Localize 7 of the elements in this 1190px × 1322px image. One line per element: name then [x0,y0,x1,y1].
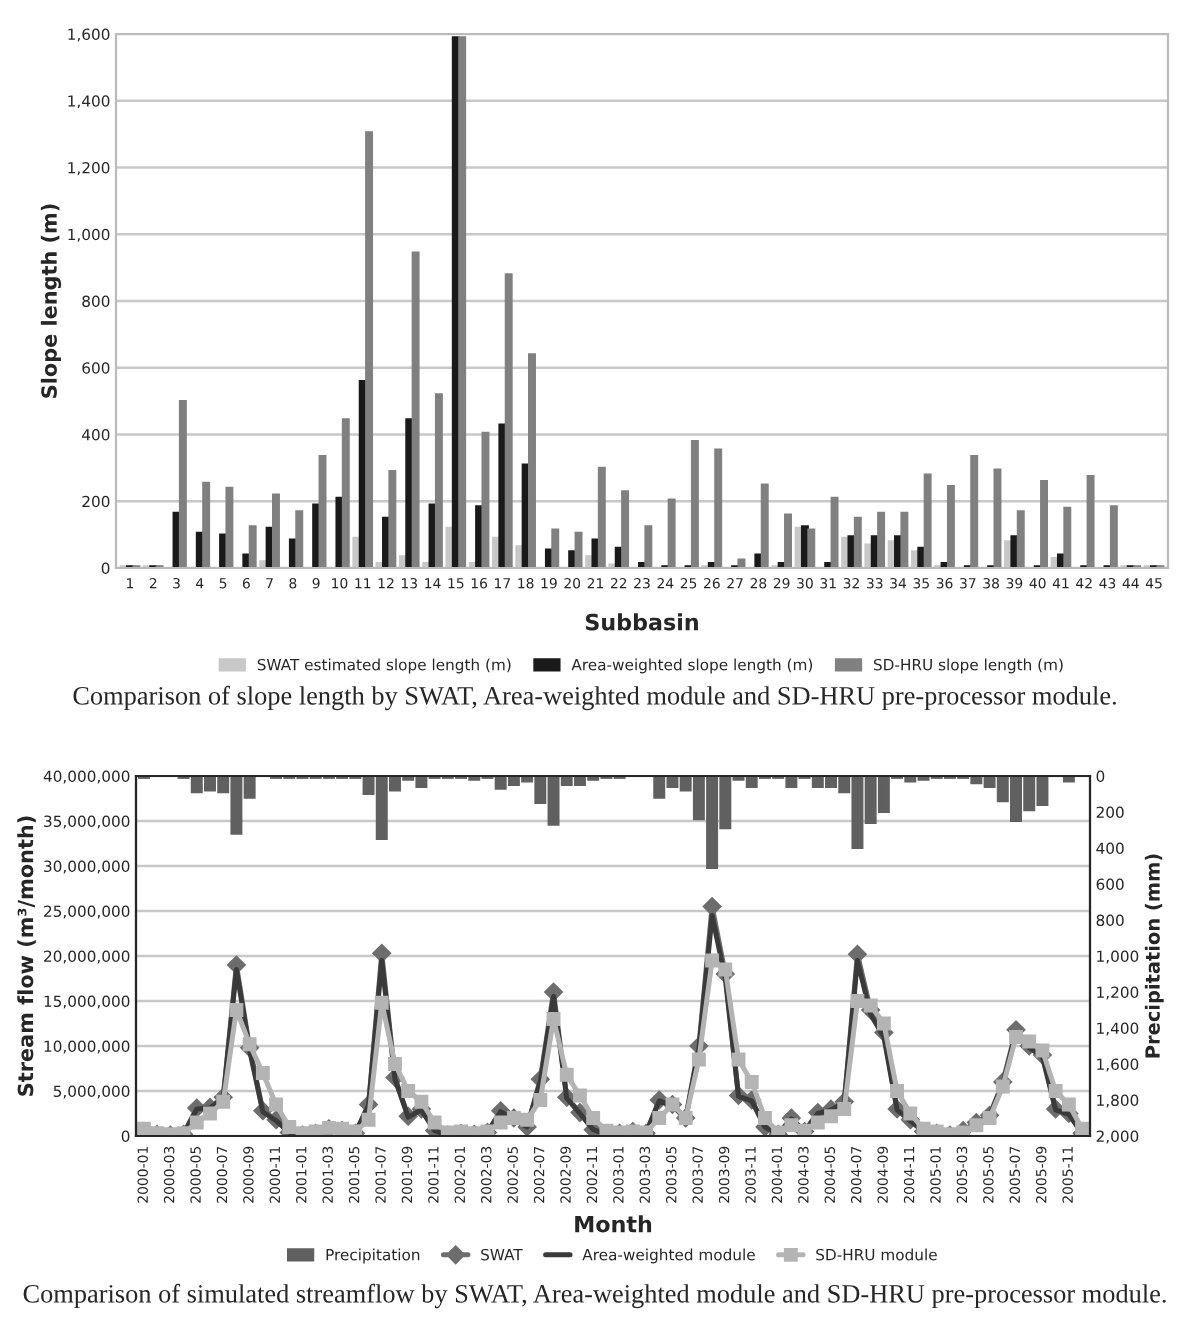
x-axis-title: Month [575,1215,652,1233]
y2-axis-title: Precipitation (mm) [1144,854,1164,1058]
x-axis-title: Subbasin [585,613,698,631]
y-axis-title: Slope length (m) [40,204,62,398]
text: Comparison of simulated streamflow by SWAT, Area-weighted module and SD-HRU pre-processor module. [23,1283,1166,1309]
text: Comparison of slope length by SWAT, Area-weighted module and SD-HRU pre-processor module. [73,685,1116,711]
y-axis-title: Stream flow (m³/month) [17,816,36,1096]
